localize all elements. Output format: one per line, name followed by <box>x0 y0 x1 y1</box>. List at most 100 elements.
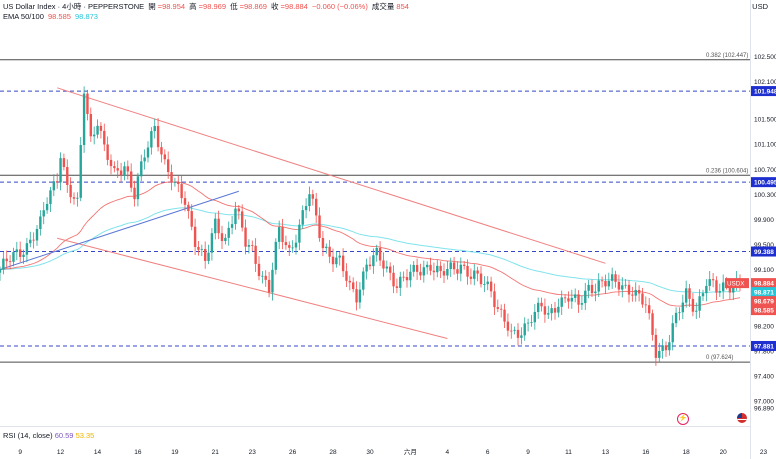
candle-body <box>536 302 540 312</box>
candle-body <box>728 284 732 293</box>
candle-body <box>311 194 315 199</box>
candle-body <box>230 224 234 228</box>
candle-body <box>170 172 173 183</box>
candle-body <box>49 190 52 204</box>
candle-body <box>96 125 99 135</box>
candle-body <box>567 298 570 302</box>
ema-header[interactable]: EMA 50/100 98.585 98.873 <box>3 12 100 22</box>
candle-body <box>388 266 392 273</box>
candle-body <box>92 134 96 137</box>
channel-upper-line <box>57 87 606 264</box>
candle-body <box>469 276 473 279</box>
level-tag <box>751 177 776 188</box>
ema100-value: 98.873 <box>75 12 98 21</box>
candle-body <box>425 264 429 268</box>
candle-body <box>358 289 362 303</box>
candle-body <box>721 282 725 292</box>
x-tick-label: 13 <box>602 449 610 456</box>
candle-body <box>732 286 735 293</box>
y-tick-label: 97.400 <box>754 374 774 381</box>
candle-body <box>695 310 698 312</box>
candle-body <box>610 274 614 281</box>
candle-body <box>82 93 86 146</box>
candle-body <box>405 277 409 281</box>
symbol-title[interactable]: US Dollar Index · 4小時 · PEPPERSTONE <box>3 2 145 11</box>
candle-body <box>399 276 402 288</box>
x-tick-label: 30 <box>366 449 374 456</box>
candle-body <box>123 166 126 176</box>
candle-body <box>160 147 163 155</box>
x-tick-label: 4 <box>446 449 450 456</box>
candle-body <box>304 206 308 211</box>
candle-body <box>661 345 664 351</box>
symbol-header: US Dollar Index · 4小時 · PEPPERSTONE 開 =98… <box>3 2 411 12</box>
price-tag-label: 98.871 <box>754 290 774 297</box>
candle-body <box>547 313 550 315</box>
x-tick-label: 14 <box>94 449 102 456</box>
candle-body <box>708 279 711 286</box>
candle-body <box>39 216 42 229</box>
y-tick-label: 100.300 <box>754 192 776 199</box>
candle-body <box>55 181 59 183</box>
ema-label: EMA 50/100 <box>3 12 44 21</box>
candle-body <box>103 130 106 145</box>
candle-body <box>183 198 187 205</box>
candle-body <box>294 242 298 248</box>
candle-body <box>227 227 230 238</box>
channel-lower-line <box>57 237 448 340</box>
close-label: 收 <box>271 2 279 11</box>
candle-body <box>35 228 39 241</box>
candle-body <box>678 312 681 314</box>
level-tag <box>751 340 776 351</box>
candle-body <box>681 302 685 313</box>
candle-body <box>79 145 82 198</box>
rsi-header[interactable]: RSI (14, close) 60.59 53.35 <box>3 431 94 440</box>
candle-body <box>271 269 274 293</box>
candle-body <box>325 246 328 249</box>
low-value: =98.869 <box>239 2 267 11</box>
candle-body <box>18 249 22 257</box>
candle-body <box>466 265 469 277</box>
candle-body <box>133 187 136 200</box>
level-tag-label: 101.948 <box>754 89 776 96</box>
x-tick-label: 16 <box>134 449 142 456</box>
candle-body <box>234 208 237 225</box>
close-value: =98.884 <box>280 2 308 11</box>
pane-divider[interactable] <box>0 426 750 427</box>
candle-body <box>318 215 321 238</box>
candle-body <box>66 167 69 185</box>
candle-body <box>392 272 395 287</box>
candle-body <box>654 334 658 358</box>
price-tag <box>751 296 776 307</box>
candle-body <box>701 293 705 297</box>
candle-body <box>257 263 261 277</box>
candle-body <box>432 270 436 273</box>
x-tick-label: 12 <box>57 449 65 456</box>
candle-body <box>385 266 389 269</box>
candle-body <box>261 275 264 277</box>
rsi-value-2: 53.35 <box>75 431 95 440</box>
candle-body <box>526 322 530 324</box>
flag-icon[interactable] <box>737 413 747 423</box>
change-value: −0.060 (−0.06%) <box>311 2 368 11</box>
candle-body <box>25 243 29 255</box>
candle-body <box>671 323 674 343</box>
candle-body <box>200 248 204 250</box>
candle-body <box>281 227 284 243</box>
candle-body <box>288 245 291 248</box>
candle-body <box>627 284 631 295</box>
candle-body <box>277 227 281 242</box>
fib-level-label: 0.236 (100.604) <box>706 168 748 174</box>
candle-body <box>506 321 510 331</box>
candle-body <box>210 233 214 253</box>
candle-body <box>76 197 79 199</box>
candle-body <box>251 245 254 246</box>
y-tick-label: 96.890 <box>754 406 774 413</box>
candle-body <box>217 218 220 234</box>
candle-body <box>267 279 271 293</box>
candle-body <box>274 241 278 270</box>
rsi-label: RSI (14, close) <box>3 431 53 440</box>
lightning-icon[interactable]: ⚡ <box>677 413 689 425</box>
